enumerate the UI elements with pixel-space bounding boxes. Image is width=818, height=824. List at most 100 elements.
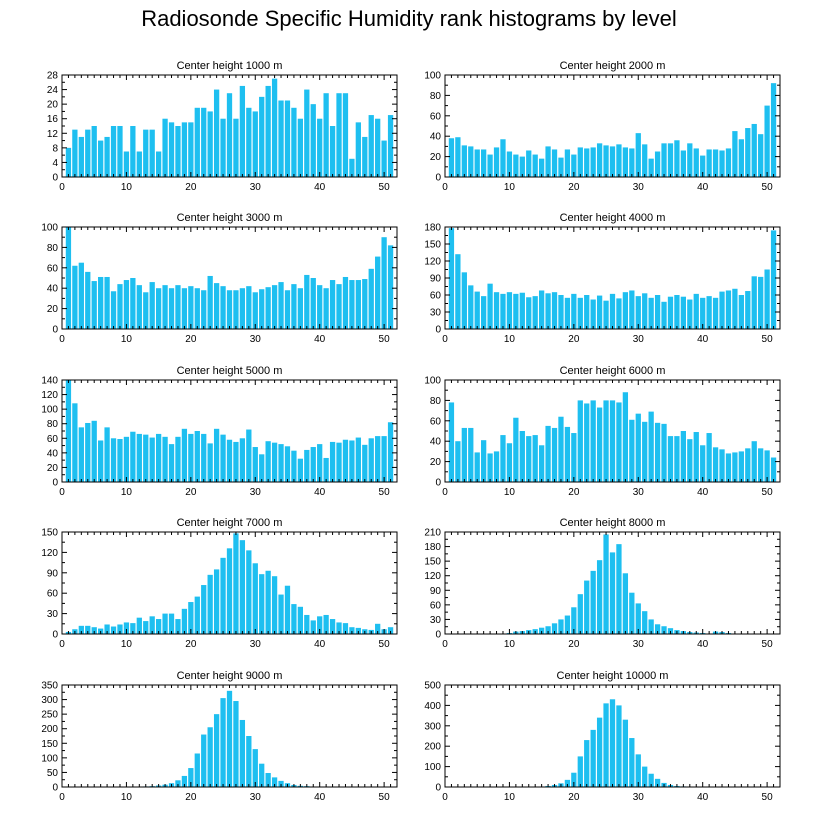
histogram-bar [487, 453, 493, 482]
histogram-bar [220, 698, 226, 787]
histogram-panel-2: Center height 2000 m 0 10 20 30 40 50 0 20 40 60 80… [424, 60, 781, 193]
histogram-bar [155, 151, 162, 177]
histogram-bar [362, 136, 368, 177]
histogram-bar [220, 434, 226, 482]
histogram-bar [487, 154, 493, 177]
x-tick-label: 10 [121, 182, 133, 193]
y-tick-label: 80 [47, 243, 59, 254]
histogram-bar [448, 138, 455, 177]
y-tick-label: 20 [47, 100, 59, 111]
histogram-bar [175, 619, 181, 634]
histogram-bar [571, 293, 577, 329]
y-tick-label: 0 [435, 478, 441, 489]
histogram-bar [687, 439, 693, 482]
y-tick-label: 100 [424, 376, 441, 387]
histogram-bar [448, 402, 455, 482]
y-tick-label: 150 [424, 240, 441, 251]
histogram-bar [764, 105, 770, 177]
x-tick-label: 0 [442, 182, 448, 193]
histogram-bar [667, 143, 674, 177]
histogram-bar [732, 131, 738, 177]
y-tick-label: 60 [430, 111, 442, 122]
histogram-bar [271, 78, 278, 177]
histogram-bar [78, 262, 84, 329]
histogram-bar [342, 439, 349, 482]
histogram-bar [349, 627, 355, 634]
histogram-bar [284, 585, 291, 634]
histogram-bar [91, 126, 97, 177]
histogram-bar [136, 617, 142, 634]
x-tick-label: 40 [697, 487, 709, 498]
x-tick-label: 30 [633, 792, 645, 803]
histogram-bar [693, 293, 699, 329]
y-tick-label: 20 [430, 457, 442, 468]
histogram-bar [130, 278, 136, 329]
histogram-bar [362, 279, 368, 329]
x-tick-label: 30 [633, 487, 645, 498]
histogram-bar [78, 625, 84, 634]
histogram-bar [104, 427, 110, 482]
histogram-bar [654, 624, 661, 634]
y-tick-label: 12 [47, 129, 59, 140]
histogram-bar [336, 93, 342, 177]
histogram-bar [78, 136, 84, 177]
y-tick-label: 16 [47, 114, 59, 125]
histogram-bar [252, 292, 258, 329]
histogram-bar [622, 392, 629, 482]
histogram-bar [136, 433, 142, 482]
histogram-bar [117, 624, 123, 634]
histogram-bar [207, 574, 213, 634]
y-tick-label: 40 [430, 437, 442, 448]
y-tick-label: 8 [52, 143, 58, 154]
histogram-bar [72, 129, 78, 177]
histogram-bar [661, 301, 667, 329]
histogram-bar [110, 626, 117, 634]
histogram-bar [304, 614, 310, 634]
histogram-bar [758, 276, 764, 329]
histogram-bar [616, 544, 622, 634]
histogram-bar [577, 400, 583, 482]
histogram-bar [98, 440, 104, 482]
histogram-bar [233, 701, 239, 787]
histogram-bar [123, 280, 130, 329]
y-tick-label: 28 [47, 71, 59, 82]
histogram-bar [571, 772, 577, 787]
histogram-bar [304, 449, 310, 482]
histogram-bar [584, 580, 590, 634]
histogram-bar [603, 145, 609, 177]
histogram-bar [207, 111, 213, 177]
histogram-bar [387, 115, 394, 177]
histogram-bar [564, 779, 571, 787]
y-tick-label: 120 [424, 571, 441, 582]
histogram-bar [667, 296, 674, 329]
histogram-bar [493, 292, 500, 329]
histogram-bar [500, 435, 506, 482]
histogram-bar [532, 435, 538, 482]
y-tick-label: 60 [47, 589, 59, 600]
histogram-bar [616, 298, 622, 329]
histogram-bar [603, 703, 609, 787]
histogram-bar [551, 149, 558, 177]
histogram-bar [758, 448, 764, 482]
histogram-bar [259, 763, 265, 787]
histogram-bar [226, 439, 233, 482]
histogram-bar [642, 144, 648, 177]
histogram-bar [751, 123, 757, 177]
histogram-bar [526, 150, 532, 177]
y-tick-label: 30 [430, 308, 442, 319]
histogram-bar [642, 421, 648, 482]
histogram-bar [629, 419, 635, 482]
histogram-bar [246, 736, 252, 787]
y-tick-label: 200 [424, 742, 441, 753]
histogram-bar [149, 616, 155, 634]
histogram-bar [323, 93, 329, 177]
histogram-bar [168, 122, 175, 177]
histogram-bar [278, 282, 284, 329]
histogram-panel-9: Center height 9000 m 0 10 20 30 40 50 0 50 100 150… [41, 670, 398, 803]
histogram-panel-1: Center height 1000 m 0 10 20 30 40 50 0 4 8 12 16 20… [47, 60, 398, 193]
histogram-bar [758, 134, 764, 177]
histogram-bar [194, 107, 200, 177]
histogram-bar [519, 292, 525, 329]
histogram-bar [719, 150, 725, 177]
histogram-bar [648, 297, 654, 329]
